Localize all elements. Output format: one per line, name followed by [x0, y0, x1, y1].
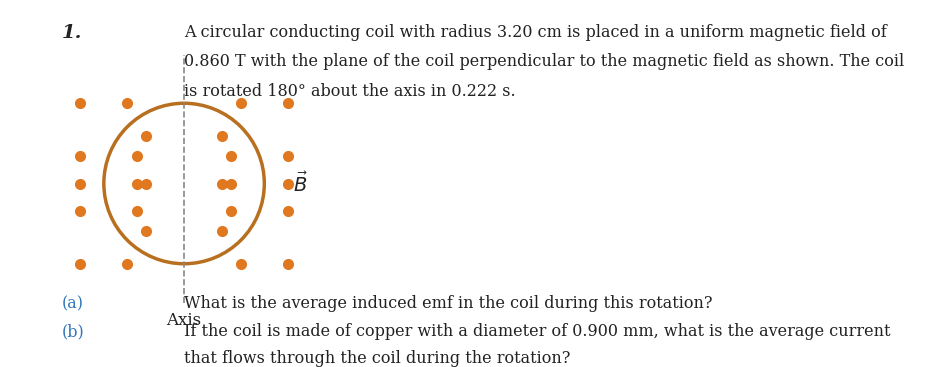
Text: What is the average induced emf in the coil during this rotation?: What is the average induced emf in the c…: [184, 295, 713, 312]
Text: that flows through the coil during the rotation?: that flows through the coil during the r…: [184, 350, 570, 367]
Text: 1.: 1.: [61, 24, 82, 42]
Text: (b): (b): [61, 323, 84, 340]
Text: Axis: Axis: [166, 312, 202, 329]
Text: 0.860 T with the plane of the coil perpendicular to the magnetic field as shown.: 0.860 T with the plane of the coil perpe…: [184, 53, 904, 70]
Text: $\vec{B}$: $\vec{B}$: [293, 171, 308, 196]
Text: If the coil is made of copper with a diameter of 0.900 mm, what is the average c: If the coil is made of copper with a dia…: [184, 323, 890, 340]
Text: (a): (a): [61, 295, 83, 312]
Text: A circular conducting coil with radius 3.20 cm is placed in a uniform magnetic f: A circular conducting coil with radius 3…: [184, 24, 886, 41]
Text: is rotated 180° about the axis in 0.222 s.: is rotated 180° about the axis in 0.222 …: [184, 83, 515, 99]
